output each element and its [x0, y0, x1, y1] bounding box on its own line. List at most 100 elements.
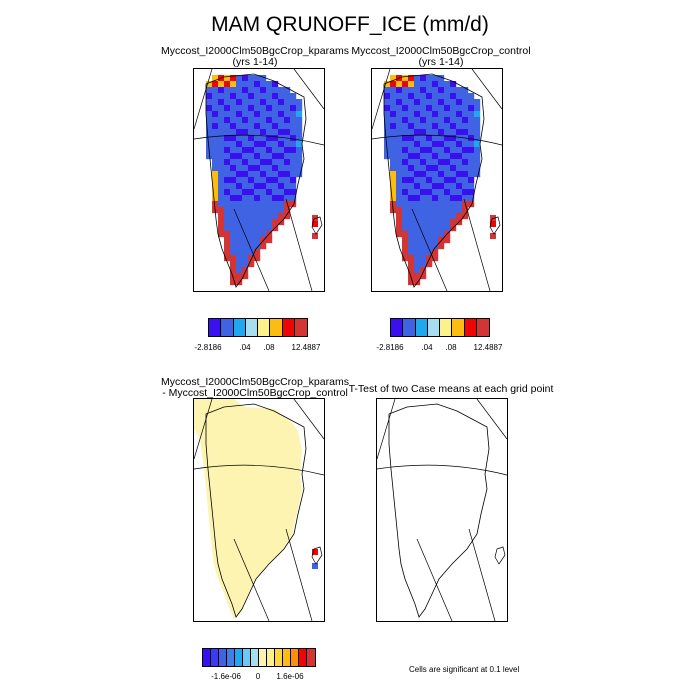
runoff-cell [390, 147, 397, 154]
runoff-cell [390, 177, 397, 184]
runoff-cell [266, 123, 273, 130]
runoff-cell [266, 93, 273, 100]
runoff-cell [468, 147, 475, 154]
runoff-cell [408, 249, 415, 256]
runoff-cell [254, 123, 261, 130]
runoff-cell [414, 81, 421, 88]
runoff-cell [224, 135, 231, 142]
runoff-cell [242, 261, 249, 268]
runoff-cell [384, 99, 391, 106]
runoff-cell [438, 87, 445, 94]
runoff-cell [396, 225, 403, 232]
runoff-cell [212, 171, 219, 178]
runoff-cell [266, 165, 273, 172]
runoff-cell [266, 171, 273, 178]
runoff-cell [248, 99, 255, 106]
runoff-cell [474, 105, 481, 112]
longitude-line [233, 538, 270, 621]
longitude-line [285, 528, 313, 621]
runoff-cell [426, 87, 433, 94]
runoff-cell [462, 177, 469, 184]
runoff-cell [420, 201, 427, 208]
runoff-cell [242, 255, 249, 262]
runoff-field [384, 75, 496, 286]
runoff-cell [444, 207, 451, 214]
runoff-cell [438, 147, 445, 154]
runoff-cell [242, 273, 249, 280]
runoff-cell [438, 99, 445, 106]
runoff-cell [254, 183, 261, 190]
runoff-cell [408, 135, 415, 142]
runoff-cell [432, 231, 439, 238]
runoff-cell [260, 243, 267, 250]
runoff-cell [426, 213, 433, 220]
runoff-cell [254, 147, 261, 154]
runoff-cell [248, 243, 255, 250]
runoff-cell [242, 141, 249, 148]
runoff-cell [402, 225, 409, 232]
runoff-cell [402, 189, 409, 196]
colorbar-label: -2.8186 [376, 343, 404, 352]
runoff-cell [474, 171, 481, 178]
runoff-cell [272, 141, 279, 148]
runoff-cell [284, 183, 291, 190]
runoff-cell [462, 105, 469, 112]
runoff-cell [230, 189, 237, 196]
longitude-line [468, 528, 496, 621]
runoff-cell [390, 105, 397, 112]
runoff-cell [396, 183, 403, 190]
runoff-cell [236, 261, 243, 268]
runoff-cell [414, 279, 421, 286]
runoff-cell [206, 111, 213, 118]
colorbar-label: -1.6e-06 [211, 672, 241, 681]
runoff-cell [420, 123, 427, 130]
runoff-cell [218, 225, 225, 232]
runoff-cell [408, 153, 415, 160]
runoff-cell [284, 195, 291, 202]
runoff-cell [450, 105, 457, 112]
runoff-cell [474, 129, 481, 136]
runoff-cell [414, 213, 421, 220]
runoff-cell [266, 135, 273, 142]
runoff-cell [426, 243, 433, 250]
colorbar-swatch [283, 649, 291, 666]
runoff-cell [284, 93, 291, 100]
runoff-cell [290, 153, 297, 160]
runoff-cell [468, 183, 475, 190]
runoff-cell [432, 213, 439, 220]
runoff-cell [438, 153, 445, 160]
runoff-cell [468, 99, 475, 106]
runoff-cell [236, 81, 243, 88]
runoff-cell [218, 153, 225, 160]
runoff-cell [450, 207, 457, 214]
runoff-cell [390, 81, 397, 88]
runoff-cell [242, 249, 249, 256]
runoff-cell [408, 129, 415, 136]
runoff-cell [230, 219, 237, 226]
runoff-cell [218, 189, 225, 196]
runoff-cell [212, 195, 219, 202]
runoff-cell [206, 93, 213, 100]
runoff-cell [432, 147, 439, 154]
runoff-cell [456, 135, 463, 142]
runoff-cell [450, 177, 457, 184]
runoff-cell [490, 221, 496, 227]
runoff-cell [284, 99, 291, 106]
colorbar-swatch [258, 319, 271, 336]
runoff-cell [266, 117, 273, 124]
difference-cell [312, 563, 318, 569]
runoff-cell [242, 237, 249, 244]
runoff-cell [254, 111, 261, 118]
runoff-cell [242, 219, 249, 226]
runoff-cell [248, 93, 255, 100]
runoff-cell [278, 201, 285, 208]
runoff-cell [260, 81, 267, 88]
runoff-cell [438, 195, 445, 202]
runoff-cell [206, 105, 213, 112]
runoff-cell [278, 147, 285, 154]
runoff-cell [278, 123, 285, 130]
runoff-cell [278, 129, 285, 136]
runoff-cell [236, 147, 243, 154]
runoff-cell [396, 231, 403, 238]
runoff-cell [462, 111, 469, 118]
